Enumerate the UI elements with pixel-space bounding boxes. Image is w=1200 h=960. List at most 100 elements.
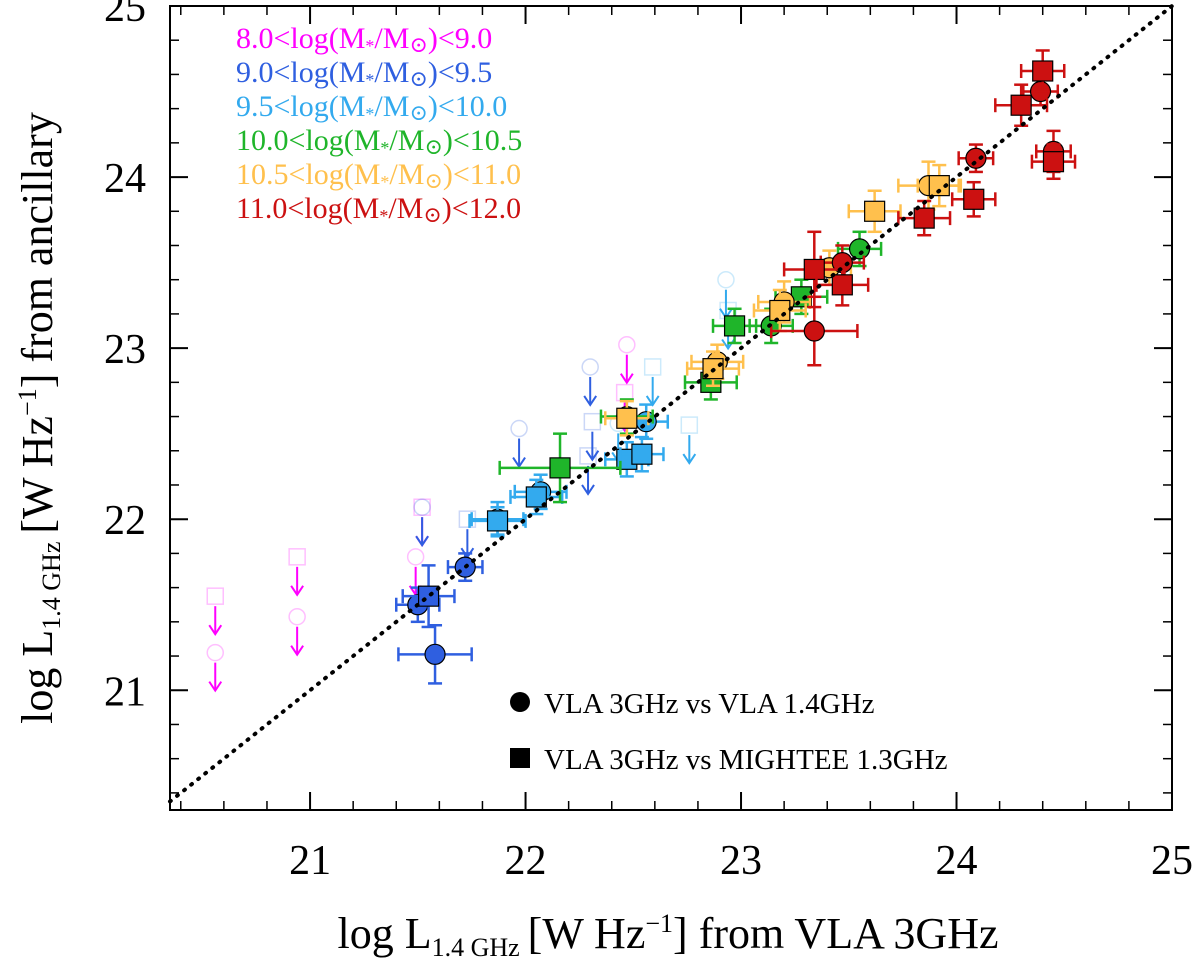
square-marker: [913, 207, 935, 229]
upper-limit-marker: [413, 498, 431, 516]
square-marker: [417, 585, 440, 607]
axis-ticks: 21 22 23 24 25 21 22 23 24 25: [104, 0, 1193, 884]
upper-limit-arrow-head: [290, 645, 304, 657]
mass-bin-legend: 8.0<log(M*/M⊙)<9.0 9.0<log(M*/M⊙)<9.5 9.…: [236, 22, 522, 227]
legend-bin-2: 9.5<log(M*/M⊙)<10.0: [236, 90, 507, 125]
legend-square-icon: [510, 748, 530, 768]
x-tick-label: 24: [936, 838, 978, 884]
data-point-square: [1030, 143, 1077, 181]
data-point-square: [1019, 49, 1066, 93]
y-tick-label: 21: [104, 669, 146, 715]
upper-limit-circle: [413, 498, 431, 548]
y-tick-label: 25: [104, 0, 146, 31]
upper-limit-marker: [413, 498, 431, 516]
data-point-square: [847, 189, 902, 234]
legend-circle-label: VLA 3GHz vs VLA 1.4GHz: [544, 688, 875, 720]
square-marker: [525, 486, 547, 508]
square-marker: [928, 175, 950, 197]
circle-marker: [965, 147, 987, 169]
plot-frame: [169, 5, 1173, 811]
upper-limit-marker: [583, 412, 602, 431]
upper-limit-marker: [618, 335, 636, 354]
data-point-square: [498, 432, 622, 504]
square-marker: [864, 200, 886, 222]
upper-limit-arrow-head: [619, 373, 634, 385]
x-tick-label: 22: [505, 838, 547, 884]
legend-bin-1: 9.0<log(M*/M⊙)<9.5: [236, 56, 492, 91]
upper-limit-arrow-head: [415, 535, 429, 548]
upper-limit-marker: [643, 358, 662, 376]
legend-bin-3: 10.0<log(M*/M⊙)<10.5: [236, 124, 522, 159]
square-marker: [486, 510, 509, 532]
upper-limit-square: [583, 412, 602, 462]
upper-limit-marker: [406, 548, 425, 566]
legend-bin-0: 8.0<log(M*/M⊙)<9.0: [236, 22, 492, 57]
square-marker: [963, 188, 985, 210]
square-marker: [723, 315, 746, 337]
y-tick-label: 22: [104, 498, 146, 544]
data-point-square: [916, 163, 963, 208]
legend-bin-4: 10.5<log(M*/M⊙)<11.0: [236, 158, 521, 193]
x-axis-label: log L1.4 GHz [W Hz−1] from VLA 3GHz: [337, 909, 998, 960]
legend-bin-5: 11.0<log(M*/M⊙)<12.0: [236, 192, 521, 227]
upper-limit-square: [288, 548, 306, 597]
data-point-square: [468, 505, 527, 536]
upper-limit-arrow-head: [583, 395, 598, 407]
upper-limit-circle: [581, 358, 599, 407]
upper-limit-square: [680, 416, 699, 465]
upper-limit-square: [643, 358, 662, 407]
data-point-square: [604, 399, 650, 437]
upper-limit-marker: [680, 416, 699, 434]
y-axis-label: log L1.4 GHz[W Hz−1] from ancillary: [13, 112, 66, 724]
upper-limit-square: [206, 587, 225, 636]
square-marker: [831, 274, 853, 296]
upper-limit-marker: [288, 607, 306, 626]
data-point-circle: [397, 624, 473, 685]
upper-limit-marker: [206, 643, 225, 662]
data-point-square: [897, 199, 952, 237]
x-tick-label: 21: [289, 838, 331, 884]
circle-marker: [803, 320, 825, 342]
y-tick-label: 24: [104, 156, 146, 202]
square-marker: [1010, 94, 1032, 116]
upper-limit-arrow-head: [208, 681, 223, 693]
upper-limit-arrow-head: [585, 450, 600, 462]
legend-square-label: VLA 3GHz vs MIGHTEE 1.3GHz: [544, 744, 948, 776]
upper-limit-marker: [288, 548, 306, 566]
data-point-square: [815, 263, 870, 307]
upper-limit-arrow-head: [512, 456, 526, 469]
upper-limit-arrow-head: [290, 585, 304, 597]
y-tick-label: 23: [104, 327, 146, 373]
square-marker: [631, 443, 653, 465]
upper-limit-arrow-head: [208, 624, 223, 636]
square-marker: [616, 407, 638, 429]
upper-limit-arrow-head: [682, 453, 697, 465]
circle-marker: [848, 238, 871, 260]
square-marker: [769, 299, 791, 322]
data-point-circle: [769, 295, 859, 367]
upper-limit-circle: [618, 335, 636, 385]
marker-legend: VLA 3GHz vs VLA 1.4GHz VLA 3GHz vs MIGHT…: [510, 688, 948, 776]
upper-limit-marker: [579, 447, 597, 465]
x-tick-label: 23: [720, 838, 762, 884]
upper-limit-arrow-head: [581, 484, 595, 496]
data-point-circle: [957, 143, 995, 174]
legend-circle-icon: [510, 692, 530, 712]
data-point-square: [950, 180, 997, 218]
square-marker: [1042, 151, 1065, 173]
one-to-one-line: [168, 4, 1174, 804]
upper-limit-marker: [717, 270, 735, 289]
data-point-square: [401, 564, 456, 629]
data-point-square: [782, 230, 846, 309]
data-point-square: [711, 307, 758, 345]
square-marker: [1032, 60, 1054, 82]
upper-limit-circle: [510, 419, 528, 469]
data-point-square: [619, 435, 665, 473]
upper-limit-marker: [510, 419, 528, 438]
upper-limit-marker: [206, 587, 225, 605]
circle-marker: [424, 643, 446, 665]
x-tick-label: 25: [1151, 838, 1193, 884]
upper-limit-circle: [288, 607, 306, 657]
data-point-circle: [819, 244, 866, 281]
